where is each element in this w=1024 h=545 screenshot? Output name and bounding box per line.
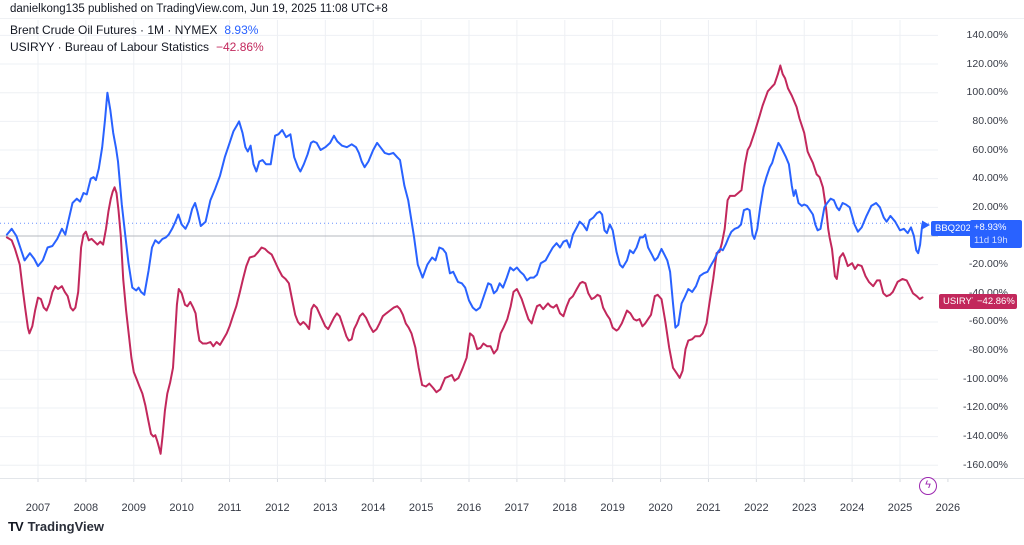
time-axis-label: 2017 xyxy=(504,502,530,514)
contract-ticker-badge: BBQ2025 xyxy=(931,221,981,236)
time-axis-label: 2009 xyxy=(121,502,146,514)
price-axis-label: 100.00% xyxy=(966,86,1008,99)
price-axis-label: 40.00% xyxy=(972,172,1008,185)
time-axis-label: 2022 xyxy=(744,502,769,514)
time-axis-label: 2024 xyxy=(839,502,865,514)
time-axis-label: 2010 xyxy=(169,502,194,514)
price-axis-label: -160.00% xyxy=(963,458,1008,471)
time-axis-label: 2007 xyxy=(25,502,51,514)
price-axis-label: -140.00% xyxy=(963,430,1008,443)
legend-title-brent: Brent Crude Oil Futures · 1M · NYMEX xyxy=(10,23,218,37)
time-axis-label: 2026 xyxy=(935,502,961,514)
lightning-glyph: ϟ xyxy=(925,479,931,491)
legend-title-usiryy: USIRYY · Bureau of Labour Statistics xyxy=(10,40,209,54)
time-axis-label: 2011 xyxy=(217,502,242,514)
price-scale[interactable]: 140.00% 120.00% 100.00% 80.00% 60.00% 40.00% 2… xyxy=(938,0,1024,478)
time-axis-label: 2025 xyxy=(887,502,913,514)
attribution-text: danielkong135 published on TradingView.c… xyxy=(10,3,388,15)
time-axis-label: 2012 xyxy=(265,502,290,514)
price-axis-label: -120.00% xyxy=(963,401,1008,414)
legend-series-usiryy[interactable]: USIRYY · Bureau of Labour Statistics −42… xyxy=(10,39,264,56)
time-axis-label: 2013 xyxy=(313,502,338,514)
time-axis-label: 2014 xyxy=(360,502,386,514)
usiryy-ticker-badge: USIRYY xyxy=(939,294,983,309)
price-axis-label: -100.00% xyxy=(963,372,1008,385)
price-axis-label: -80.00% xyxy=(968,344,1008,357)
legend-value-usiryy: −42.86% xyxy=(216,40,264,54)
legend-series-brent[interactable]: Brent Crude Oil Futures · 1M · NYMEX 8.9… xyxy=(10,22,264,39)
lightning-icon[interactable]: ϟ xyxy=(919,477,937,495)
legend: Brent Crude Oil Futures · 1M · NYMEX 8.9… xyxy=(10,22,264,56)
tradingview-wordmark: TradingView xyxy=(27,519,104,534)
time-axis-label: 2019 xyxy=(600,502,625,514)
price-axis-label: -20.00% xyxy=(968,258,1008,271)
price-axis-label: 140.00% xyxy=(966,28,1008,41)
tradingview-logo[interactable]: TV TradingView xyxy=(8,519,104,534)
brent-price-label: +8.93% 11d 19h xyxy=(970,220,1022,248)
usiryy-price-label: −42.86% xyxy=(973,294,1017,309)
price-axis-label: 60.00% xyxy=(972,143,1008,156)
tradingview-mark-icon: TV xyxy=(8,519,24,534)
time-axis-label: 2008 xyxy=(73,502,99,514)
brent-price-value: +8.93% xyxy=(974,222,1007,233)
usiryy-series-line xyxy=(5,64,924,455)
price-axis-label: -60.00% xyxy=(968,315,1008,328)
legend-value-brent: 8.93% xyxy=(224,23,259,37)
time-axis-label: 2023 xyxy=(791,502,817,514)
price-axis-label: 20.00% xyxy=(972,200,1008,213)
price-axis-label: 120.00% xyxy=(966,57,1008,70)
price-axis-label: 80.00% xyxy=(972,114,1008,127)
price-label-arrow-icon xyxy=(922,220,930,230)
time-axis-label: 2018 xyxy=(552,502,578,514)
time-axis-label: 2015 xyxy=(408,502,434,514)
brent-series-line xyxy=(5,91,924,329)
time-axis-label: 2021 xyxy=(696,502,721,514)
time-axis-label: 2020 xyxy=(648,502,673,514)
time-scale[interactable]: 2007 2008 2009 2010 2011 2012 2013 2014 2015 2016… xyxy=(0,478,1024,520)
contract-countdown: 11d 19h xyxy=(974,235,1008,246)
time-axis-label: 2016 xyxy=(456,502,482,514)
